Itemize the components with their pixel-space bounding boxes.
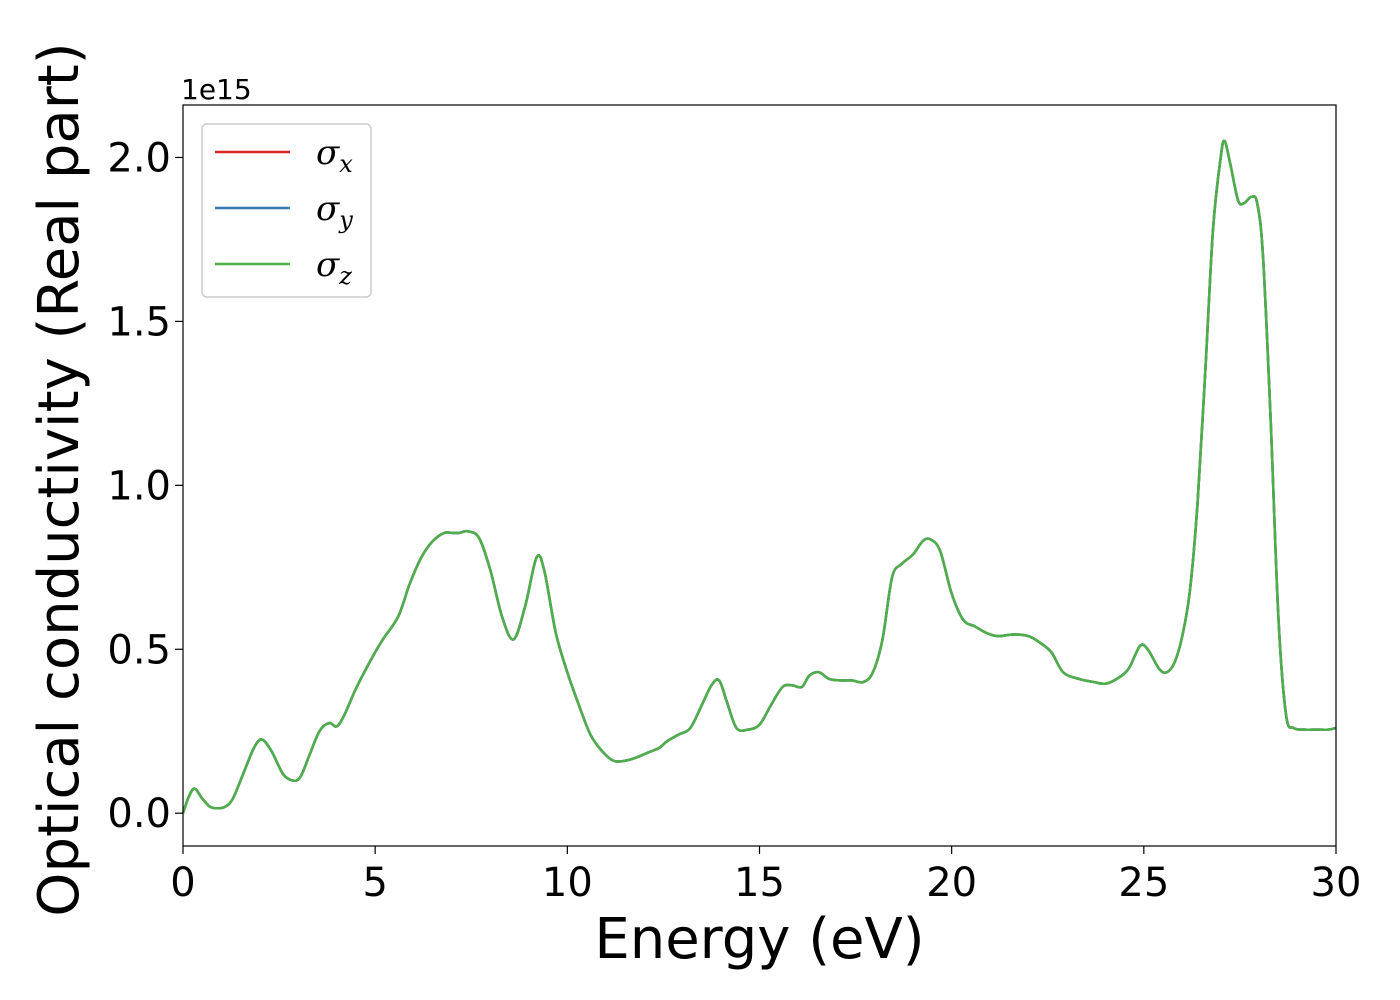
x-tick-label: 15 [734, 860, 785, 906]
x-tick-label: 30 [1311, 860, 1362, 906]
y-tick-label: 1.5 [107, 299, 171, 345]
y-tick-label: 2.0 [107, 135, 171, 181]
y-tick-label: 0.5 [107, 627, 171, 673]
series-line-3 [181, 139, 1337, 814]
x-tick-label: 20 [926, 860, 977, 906]
x-tick-label: 10 [542, 860, 593, 906]
y-tick-label: 1.0 [107, 463, 171, 509]
x-axis-label: Energy (eV) [594, 907, 924, 972]
y-tick-label: 0.0 [107, 791, 171, 837]
legend-box [201, 123, 372, 298]
legend-label-3: σz [316, 245, 352, 290]
y-axis-label: Optical conductivity (Real part) [27, 42, 92, 916]
ticks-layer: 0 5 10 15 20 25 30 0.0 0.5 1.0 1.5 2.0 [107, 135, 1361, 906]
y-offset-label: 1e15 [181, 73, 252, 106]
legend: σx σy σz [201, 123, 372, 298]
x-tick-label: 0 [170, 860, 195, 906]
series-layer [181, 139, 1337, 814]
x-tick-label: 25 [1118, 860, 1169, 906]
plot-frame [182, 104, 1337, 847]
legend-label-1: σx [316, 133, 353, 178]
legend-label-2: σy [316, 189, 353, 234]
x-tick-label: 5 [362, 860, 387, 906]
